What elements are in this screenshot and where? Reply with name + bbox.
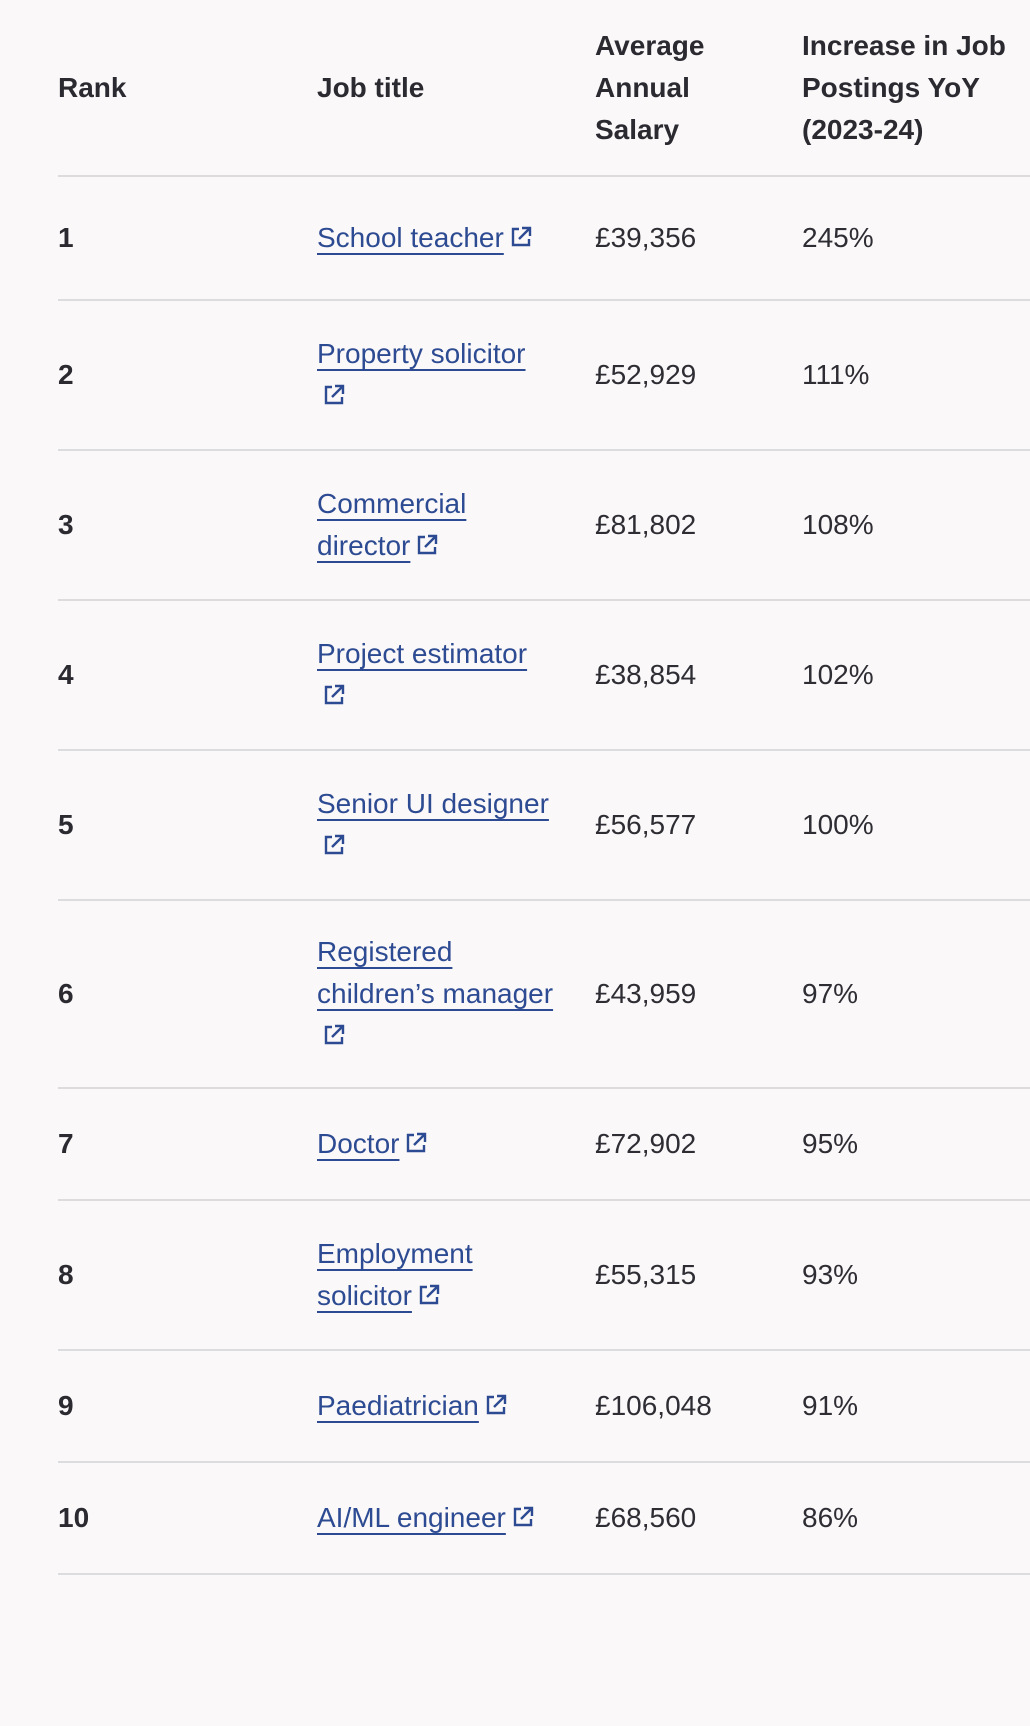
table-row: 6 Registered children’s manager £43,959 97%: [58, 900, 1030, 1089]
job-title-cell: Project estimator: [317, 600, 595, 751]
increase-cell: 111%: [802, 300, 1030, 451]
job-title-cell: Doctor: [317, 1088, 595, 1201]
job-title-label: Commercial director: [317, 488, 467, 561]
header-rank: Rank: [58, 0, 317, 177]
job-title-cell: Paediatrician: [317, 1350, 595, 1463]
increase-cell: 93%: [802, 1200, 1030, 1351]
increase-cell: 95%: [802, 1088, 1030, 1201]
rank-cell: 7: [58, 1088, 317, 1201]
job-title-cell: Property solicitor: [317, 300, 595, 451]
external-link-icon: [323, 384, 345, 406]
job-title-label: Registered children’s manager: [317, 936, 554, 1009]
table-row: 2 Property solicitor £52,929 111%: [58, 300, 1030, 451]
table-row: 4 Project estimator £38,854 102%: [58, 600, 1030, 751]
rank-cell: 10: [58, 1462, 317, 1575]
external-link-icon: [510, 226, 532, 248]
job-title-link[interactable]: Senior UI designer: [317, 788, 549, 861]
job-title-label: Senior UI designer: [317, 788, 549, 819]
table-row: 1 School teacher £39,356 245%: [58, 176, 1030, 301]
rank-cell: 4: [58, 600, 317, 751]
header-row: Rank Job title Average Annual Salary Inc…: [58, 0, 1030, 177]
job-title-link[interactable]: Employment solicitor: [317, 1238, 473, 1311]
external-link-icon: [323, 684, 345, 706]
table-body: 1 School teacher £39,356 245% 2 Property soli…: [58, 176, 1030, 1575]
job-title-link[interactable]: School teacher: [317, 222, 532, 253]
rank-cell: 9: [58, 1350, 317, 1463]
increase-cell: 245%: [802, 176, 1030, 301]
job-title-label: Doctor: [317, 1128, 400, 1159]
table-header: Rank Job title Average Annual Salary Inc…: [58, 0, 1030, 177]
salary-cell: £39,356: [595, 176, 802, 301]
rank-cell: 1: [58, 176, 317, 301]
job-title-label: AI/ML engineer: [317, 1502, 506, 1533]
external-link-icon: [323, 1024, 345, 1046]
salary-cell: £68,560: [595, 1462, 802, 1575]
rank-cell: 5: [58, 750, 317, 901]
salary-cell: £56,577: [595, 750, 802, 901]
salary-cell: £55,315: [595, 1200, 802, 1351]
job-title-link[interactable]: Registered children’s manager: [317, 936, 553, 1051]
header-salary: Average Annual Salary: [595, 0, 802, 177]
salary-cell: £81,802: [595, 450, 802, 601]
salary-cell: £38,854: [595, 600, 802, 751]
job-title-link[interactable]: Project estimator: [317, 638, 527, 711]
job-title-cell: Registered children’s manager: [317, 900, 595, 1089]
rank-cell: 3: [58, 450, 317, 601]
header-increase: Increase in Job Postings YoY (2023-24): [802, 0, 1030, 177]
table-row: 7 Doctor £72,902 95%: [58, 1088, 1030, 1201]
table-row: 3 Commercial director £81,802 108%: [58, 450, 1030, 601]
job-title-link[interactable]: AI/ML engineer: [317, 1502, 534, 1533]
job-title-label: Project estimator: [317, 638, 528, 669]
job-title-cell: Senior UI designer: [317, 750, 595, 901]
job-title-cell: School teacher: [317, 176, 595, 301]
job-title-cell: Employment solicitor: [317, 1200, 595, 1351]
rank-cell: 6: [58, 900, 317, 1089]
rank-cell: 2: [58, 300, 317, 451]
job-title-link[interactable]: Property solicitor: [317, 338, 526, 411]
increase-cell: 97%: [802, 900, 1030, 1089]
job-title-link[interactable]: Commercial director: [317, 488, 466, 561]
job-title-label: Employment solicitor: [317, 1238, 473, 1311]
external-link-icon: [416, 534, 438, 556]
rank-cell: 8: [58, 1200, 317, 1351]
salary-cell: £106,048: [595, 1350, 802, 1463]
increase-cell: 102%: [802, 600, 1030, 751]
table-row: 10 AI/ML engineer £68,560 86%: [58, 1462, 1030, 1575]
job-rankings-table: Rank Job title Average Annual Salary Inc…: [58, 0, 1030, 1575]
external-link-icon: [485, 1394, 507, 1416]
salary-cell: £52,929: [595, 300, 802, 451]
salary-cell: £43,959: [595, 900, 802, 1089]
increase-cell: 86%: [802, 1462, 1030, 1575]
job-title-link[interactable]: Paediatrician: [317, 1390, 507, 1421]
job-title-link[interactable]: Doctor: [317, 1128, 427, 1159]
increase-cell: 91%: [802, 1350, 1030, 1463]
external-link-icon: [323, 834, 345, 856]
table-row: 8 Employment solicitor £55,315 93%: [58, 1200, 1030, 1351]
job-title-label: Paediatrician: [317, 1390, 479, 1421]
external-link-icon: [512, 1506, 534, 1528]
table-row: 5 Senior UI designer £56,577 100%: [58, 750, 1030, 901]
job-title-cell: AI/ML engineer: [317, 1462, 595, 1575]
table-row: 9 Paediatrician £106,048 91%: [58, 1350, 1030, 1463]
increase-cell: 108%: [802, 450, 1030, 601]
job-title-label: School teacher: [317, 222, 504, 253]
job-title-cell: Commercial director: [317, 450, 595, 601]
job-title-label: Property solicitor: [317, 338, 526, 369]
header-job-title: Job title: [317, 0, 595, 177]
increase-cell: 100%: [802, 750, 1030, 901]
external-link-icon: [418, 1284, 440, 1306]
job-rankings-table-container: Rank Job title Average Annual Salary Inc…: [58, 0, 1030, 1575]
external-link-icon: [405, 1132, 427, 1154]
salary-cell: £72,902: [595, 1088, 802, 1201]
